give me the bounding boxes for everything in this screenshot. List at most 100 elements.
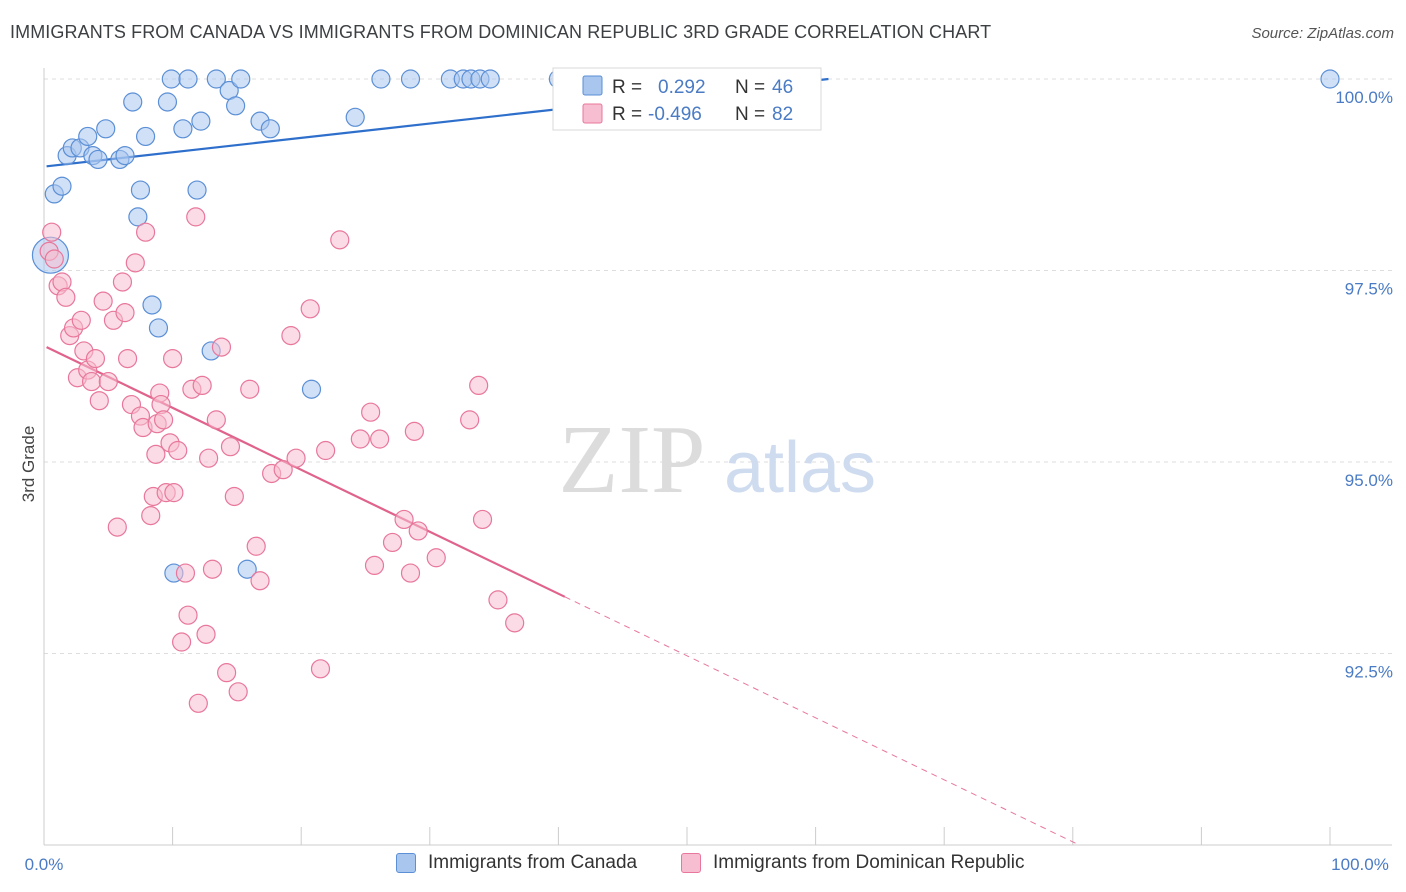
canada-point bbox=[78, 126, 98, 147]
dominican-point bbox=[192, 375, 212, 395]
dominican-point bbox=[394, 509, 414, 530]
canada-point bbox=[178, 69, 198, 89]
dominican-point bbox=[81, 371, 102, 392]
canada-point bbox=[135, 126, 156, 147]
legend-swatch-canada-bottom bbox=[396, 853, 416, 873]
canada-point bbox=[173, 119, 193, 139]
canada-point bbox=[301, 379, 322, 399]
canada-point bbox=[161, 69, 181, 89]
canada-point bbox=[345, 107, 365, 127]
dominican-point bbox=[202, 559, 223, 579]
dominican-point bbox=[206, 410, 226, 430]
dominican-point bbox=[310, 659, 331, 679]
dominican-point bbox=[153, 410, 174, 430]
legend-item-dominican[interactable]: Immigrants from Dominican Republic bbox=[681, 852, 1025, 874]
y-axis-label: 3rd Grade bbox=[19, 426, 38, 503]
canada-point bbox=[371, 69, 391, 89]
canada-point bbox=[237, 559, 257, 579]
dominican-point bbox=[125, 253, 145, 273]
canada-point bbox=[191, 111, 211, 131]
dominican-point bbox=[196, 624, 216, 644]
gridlines bbox=[44, 78, 1392, 654]
dominican-point bbox=[44, 249, 64, 269]
dominican-point bbox=[316, 440, 336, 461]
canada-point bbox=[142, 295, 162, 315]
dominican-point bbox=[164, 483, 184, 503]
dominican-point bbox=[211, 337, 232, 357]
dominican-point bbox=[246, 536, 266, 556]
dominican-point bbox=[382, 532, 403, 553]
dominican-point bbox=[199, 448, 219, 468]
dominican-point bbox=[172, 632, 192, 652]
legend-r-label-dominican: R = bbox=[612, 104, 642, 125]
correlation-legend: R = 0.292 N = 46 R = -0.496 N = 82 bbox=[552, 67, 822, 131]
canada-point bbox=[157, 92, 178, 112]
dominican-point bbox=[186, 207, 206, 227]
dominican-point bbox=[141, 506, 161, 526]
canada-point bbox=[52, 176, 72, 196]
canada-point bbox=[1320, 69, 1340, 89]
dominican-point bbox=[404, 421, 424, 441]
dominican-point bbox=[228, 682, 248, 702]
watermark-zip: ZIP bbox=[559, 406, 706, 514]
dominican-point bbox=[107, 517, 127, 537]
dominican-point bbox=[42, 222, 62, 242]
legend-label-canada: Immigrants from Canada bbox=[428, 852, 638, 873]
dominican-point bbox=[224, 486, 244, 507]
trend-line-dominican-extension bbox=[564, 596, 1080, 846]
dominican-point bbox=[273, 460, 293, 480]
dominican-point bbox=[364, 555, 385, 576]
canada-point bbox=[96, 119, 116, 139]
dominican-point bbox=[71, 310, 91, 330]
canada-point bbox=[128, 207, 148, 227]
dominican-point bbox=[135, 222, 156, 242]
x-tick-label-min: 0.0% bbox=[25, 855, 64, 874]
dominican-point bbox=[117, 348, 138, 369]
dominican-point bbox=[350, 429, 370, 449]
dominican-point bbox=[488, 590, 508, 610]
dominican-point bbox=[286, 448, 306, 468]
canada-point bbox=[206, 69, 226, 89]
data-points bbox=[31, 69, 1340, 713]
canada-point bbox=[226, 96, 246, 116]
dominican-point bbox=[217, 663, 237, 683]
y-tick-label: 97.5% bbox=[1345, 280, 1393, 299]
canada-point bbox=[123, 92, 143, 112]
dominican-point bbox=[472, 509, 493, 530]
watermark: ZIP atlas bbox=[559, 406, 877, 514]
watermark-atlas: atlas bbox=[724, 428, 876, 508]
dominican-point bbox=[93, 291, 113, 311]
canada-point bbox=[88, 149, 108, 170]
canada-point bbox=[400, 69, 421, 89]
dominican-point bbox=[361, 402, 381, 422]
source-label: Source: ZipAtlas.com bbox=[1251, 25, 1394, 42]
legend-r-value-canada: 0.292 bbox=[658, 77, 706, 98]
y-tick-label: 95.0% bbox=[1345, 471, 1393, 490]
dominican-point bbox=[300, 299, 320, 319]
legend-swatch-dominican-bottom bbox=[681, 853, 701, 873]
bottom-legend: Immigrants from Canada Immigrants from D… bbox=[0, 852, 1406, 878]
dominican-point bbox=[426, 548, 446, 568]
legend-item-canada[interactable]: Immigrants from Canada bbox=[396, 852, 637, 874]
axes: 92.5% 95.0% 97.5% 100.0% 0.0% 100.0% bbox=[25, 68, 1393, 874]
legend-r-label-canada: R = bbox=[612, 77, 642, 98]
legend-swatch-dominican bbox=[582, 103, 603, 124]
dominican-point bbox=[330, 230, 350, 250]
legend-n-value-canada: 46 bbox=[772, 77, 793, 98]
dominican-point bbox=[146, 444, 166, 464]
canada-point bbox=[130, 180, 151, 200]
legend-n-label-dominican: N = bbox=[735, 104, 765, 125]
dominican-point bbox=[168, 440, 188, 461]
dominican-point bbox=[370, 429, 390, 449]
dominican-point bbox=[56, 287, 76, 307]
y-tick-label: 92.5% bbox=[1345, 663, 1393, 682]
dominican-point bbox=[163, 348, 183, 369]
canada-point bbox=[148, 318, 169, 338]
legend-n-label-canada: N = bbox=[735, 77, 765, 98]
canada-point bbox=[260, 119, 280, 139]
dominican-point bbox=[112, 272, 133, 292]
legend-r-value-dominican: -0.496 bbox=[648, 104, 702, 125]
canada-point bbox=[231, 69, 251, 89]
dominican-point bbox=[400, 563, 421, 583]
